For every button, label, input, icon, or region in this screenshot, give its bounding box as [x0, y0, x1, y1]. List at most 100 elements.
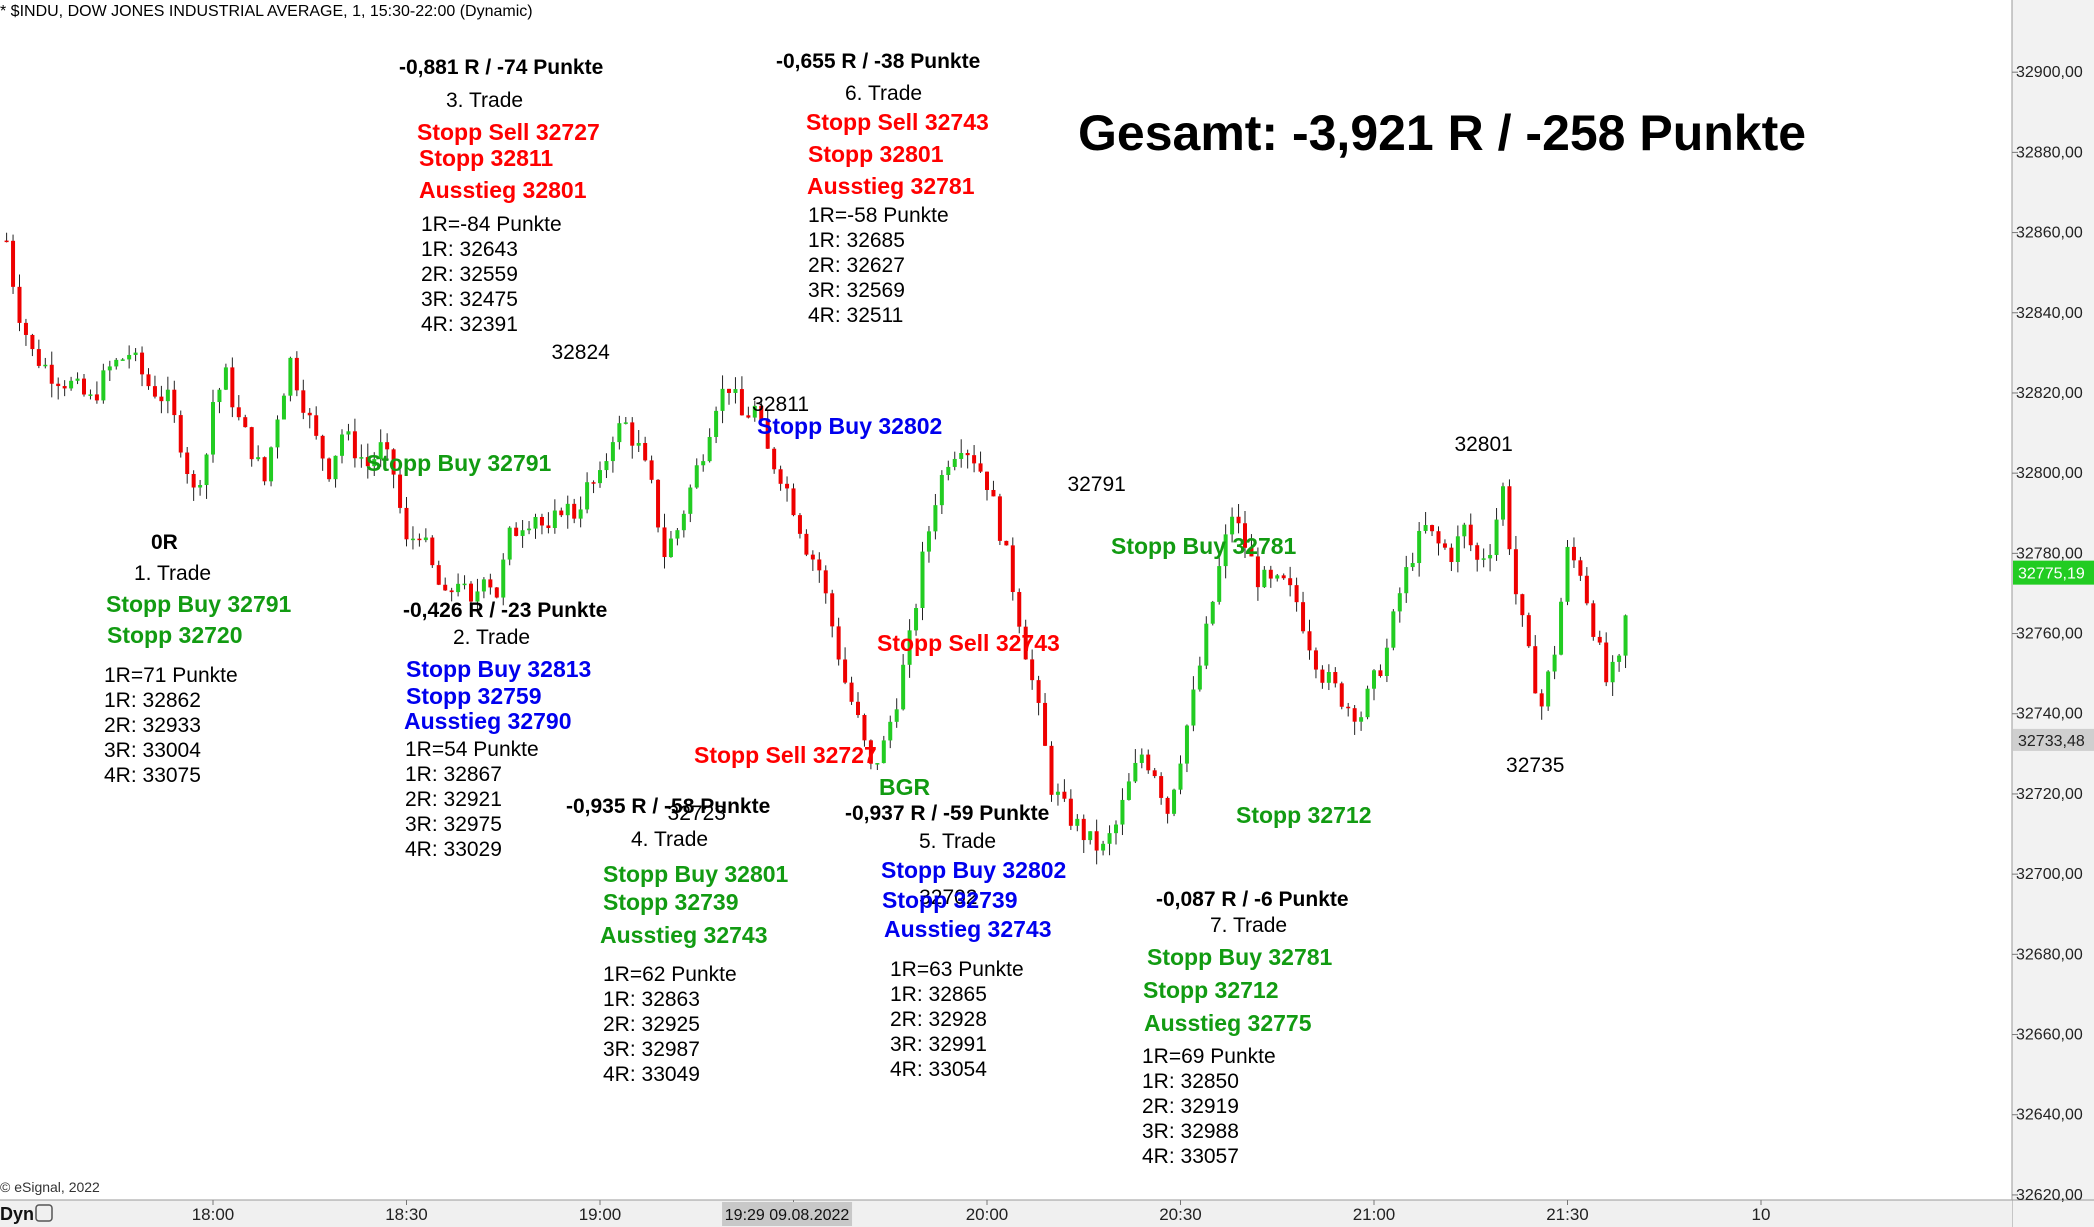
candle-body — [314, 415, 319, 436]
candle-body — [739, 389, 744, 416]
candle-body — [1571, 546, 1576, 561]
candle-body — [1526, 615, 1531, 647]
candle-body — [211, 402, 215, 455]
candle-body — [617, 423, 622, 443]
cursor-time-label: 19:29 09.08.2022 — [725, 1207, 850, 1224]
candle-body — [546, 525, 551, 529]
y-tick-label: 32740,00 — [2016, 706, 2083, 723]
candle-body — [772, 448, 777, 470]
candle-body — [1023, 626, 1028, 660]
candle-body — [1004, 540, 1009, 546]
candle-body — [1294, 585, 1299, 603]
dyn-label: Dyn — [0, 1204, 34, 1224]
candle-body — [978, 463, 983, 472]
y-tick-label: 32700,00 — [2016, 866, 2083, 883]
candle-body — [230, 367, 235, 408]
candle-body — [1462, 524, 1467, 537]
candle-body — [972, 455, 977, 464]
trade4-title: 4. Trade — [631, 828, 709, 851]
trade4-level: 4R: 33049 — [603, 1063, 700, 1086]
candle-body — [810, 554, 815, 560]
candle-body — [481, 579, 486, 592]
candle-body — [1359, 717, 1364, 722]
candle-body — [1468, 524, 1473, 546]
price-extreme-label: 32735 — [1506, 754, 1564, 777]
candle-body — [1320, 669, 1325, 683]
candle-body — [507, 527, 512, 560]
candle-body — [1436, 531, 1441, 544]
trade7-level: 2R: 32919 — [1142, 1095, 1239, 1118]
trade1-level: 1R=71 Punkte — [104, 664, 238, 687]
candle-body — [1423, 525, 1428, 531]
candle-body — [262, 457, 267, 482]
candle-body — [604, 461, 609, 471]
y-tick-label: 32640,00 — [2016, 1107, 2083, 1124]
candle-body — [1172, 789, 1177, 814]
candle-body — [101, 370, 106, 401]
candle-body — [1101, 843, 1106, 851]
candle-body — [759, 405, 764, 421]
trade6-level: 1R=-58 Punkte — [808, 204, 949, 227]
candle-body — [643, 442, 648, 461]
trade3-level: 1R: 32643 — [421, 238, 518, 261]
candle-body — [1081, 818, 1086, 841]
lock-icon — [35, 1204, 53, 1222]
candle-body — [875, 763, 880, 765]
candle-body — [688, 487, 693, 514]
trade2-stop: Stopp 32759 — [406, 683, 542, 709]
trade2-level: 1R=54 Punkte — [405, 738, 539, 761]
candle-body — [1030, 659, 1035, 681]
candle-body — [1333, 672, 1338, 684]
candle-body — [94, 394, 99, 401]
trade1-result: 0R — [151, 531, 178, 554]
candle-body — [914, 607, 919, 631]
trade6-level: 2R: 32627 — [808, 254, 905, 277]
trade5-level: 3R: 32991 — [890, 1033, 987, 1056]
candle-body — [475, 591, 480, 602]
candle-body — [88, 394, 93, 396]
candle-body — [1610, 661, 1615, 683]
candle-body — [159, 396, 164, 402]
trade4-levels: 1R=62 Punkte 1R: 32863 2R: 32925 3R: 329… — [603, 962, 737, 1087]
candle-body — [952, 458, 957, 467]
candle-body — [333, 455, 338, 480]
candle-body — [1243, 523, 1247, 548]
trade5-title: 5. Trade — [919, 830, 997, 853]
trade6-stop: Stopp 32801 — [808, 141, 944, 167]
trade4-level: 1R: 32863 — [603, 988, 700, 1011]
y-tick-label: 32720,00 — [2016, 786, 2083, 803]
candle-body — [1133, 762, 1138, 782]
candle-body — [191, 473, 196, 488]
candle-body — [959, 453, 964, 459]
candle-body — [165, 389, 170, 402]
y-tick-label: 32840,00 — [2016, 305, 2083, 322]
candle-body — [849, 682, 854, 702]
candle-body — [1449, 547, 1454, 563]
candle-body — [1249, 547, 1254, 557]
trade1-stop: Stopp 32720 — [107, 622, 243, 648]
trade6-level: 4R: 32511 — [808, 304, 904, 327]
candle-body — [236, 407, 241, 418]
x-tick-label: 20:30 — [1159, 1205, 1202, 1224]
trade2-title: 2. Trade — [453, 626, 531, 649]
candle-body — [1455, 536, 1460, 563]
y-tick-label: 32620,00 — [2016, 1187, 2083, 1204]
x-tick-label: 21:00 — [1353, 1205, 1396, 1224]
candle-body — [572, 503, 577, 519]
candle-body — [926, 531, 931, 552]
candle-body — [714, 410, 719, 437]
candle-body — [172, 389, 177, 416]
candle-body — [1275, 575, 1280, 579]
candle-body — [1210, 601, 1215, 624]
candle-body — [1507, 486, 1512, 550]
chart-title: * $INDU, DOW JONES INDUSTRIAL AVERAGE, 1… — [0, 3, 533, 20]
candle-body — [862, 715, 867, 741]
trade6-level: 3R: 32569 — [808, 279, 905, 302]
trade7-result: -0,087 R / -6 Punkte — [1156, 888, 1349, 911]
marker-price-label: 32733,48 — [2018, 733, 2085, 750]
trade3-stop: Stopp 32811 — [419, 145, 554, 171]
candle-body — [662, 527, 667, 558]
candle-body — [488, 579, 493, 588]
y-tick-label: 32760,00 — [2016, 626, 2083, 643]
